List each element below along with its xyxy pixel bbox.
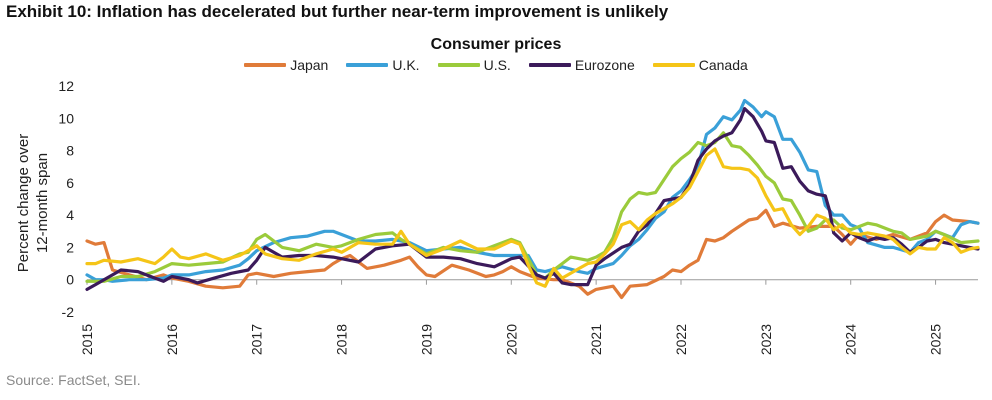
y-tick-label: 4	[66, 207, 74, 223]
chart-axes: -2 0 2 4 6 8 10 12 2015 2016 2017 2018 2019 2020 2021 2…	[58, 78, 978, 355]
y-tick-label: 0	[66, 272, 74, 288]
legend-swatch	[346, 63, 389, 67]
x-tick-label: 2017	[249, 324, 265, 355]
legend-swatch	[244, 63, 287, 67]
chart-lines	[85, 98, 980, 300]
x-tick-label: 2021	[588, 324, 604, 355]
x-tick-label: 2022	[673, 324, 689, 355]
legend-label: Japan	[290, 57, 329, 73]
y-axis-title-line: 12-month span	[34, 153, 51, 253]
x-tick-label: 2015	[79, 324, 95, 355]
legend-swatch	[652, 63, 695, 67]
y-tick-label: 12	[58, 78, 74, 94]
y-tick-label: 10	[58, 110, 74, 126]
series-line-japan	[85, 208, 980, 300]
chart-title: Consumer prices	[430, 36, 562, 53]
series-line-canada	[85, 147, 980, 288]
legend-item: U.S.	[437, 57, 511, 73]
x-tick-label: 2023	[758, 324, 774, 355]
legend-label: Eurozone	[574, 57, 635, 73]
x-tick-label: 2019	[418, 324, 434, 355]
x-tick-label: 2024	[843, 324, 859, 355]
legend-label: U.S.	[483, 57, 511, 73]
y-tick-label: -2	[62, 304, 75, 320]
x-tick-label: 2018	[334, 324, 350, 355]
y-axis-title: Percent change over 12-month span	[15, 134, 51, 272]
legend-swatch	[437, 63, 480, 67]
legend-item: U.K.	[346, 57, 420, 73]
legend-label: Canada	[698, 57, 748, 73]
x-tick-label: 2016	[164, 324, 180, 355]
series-line-u-k	[85, 98, 980, 283]
exhibit-title: Exhibit 10: Inflation has decelerated bu…	[6, 2, 669, 21]
chart-legend: Japan U.K. U.S. Eurozone Canada	[0, 57, 992, 73]
x-tick-label: 2025	[928, 324, 944, 355]
legend-item: Eurozone	[528, 57, 635, 73]
legend-item: Japan	[244, 57, 328, 73]
y-axis-title-line: Percent change over	[15, 134, 32, 272]
y-tick-label: 2	[66, 239, 74, 255]
legend-swatch	[528, 63, 571, 67]
source-note: Source: FactSet, SEI.	[6, 372, 141, 388]
y-tick-label: 8	[66, 143, 74, 159]
legend-label: U.K.	[392, 57, 420, 73]
y-tick-label: 6	[66, 175, 74, 191]
x-tick-label: 2020	[503, 324, 519, 355]
legend-item: Canada	[652, 57, 748, 73]
